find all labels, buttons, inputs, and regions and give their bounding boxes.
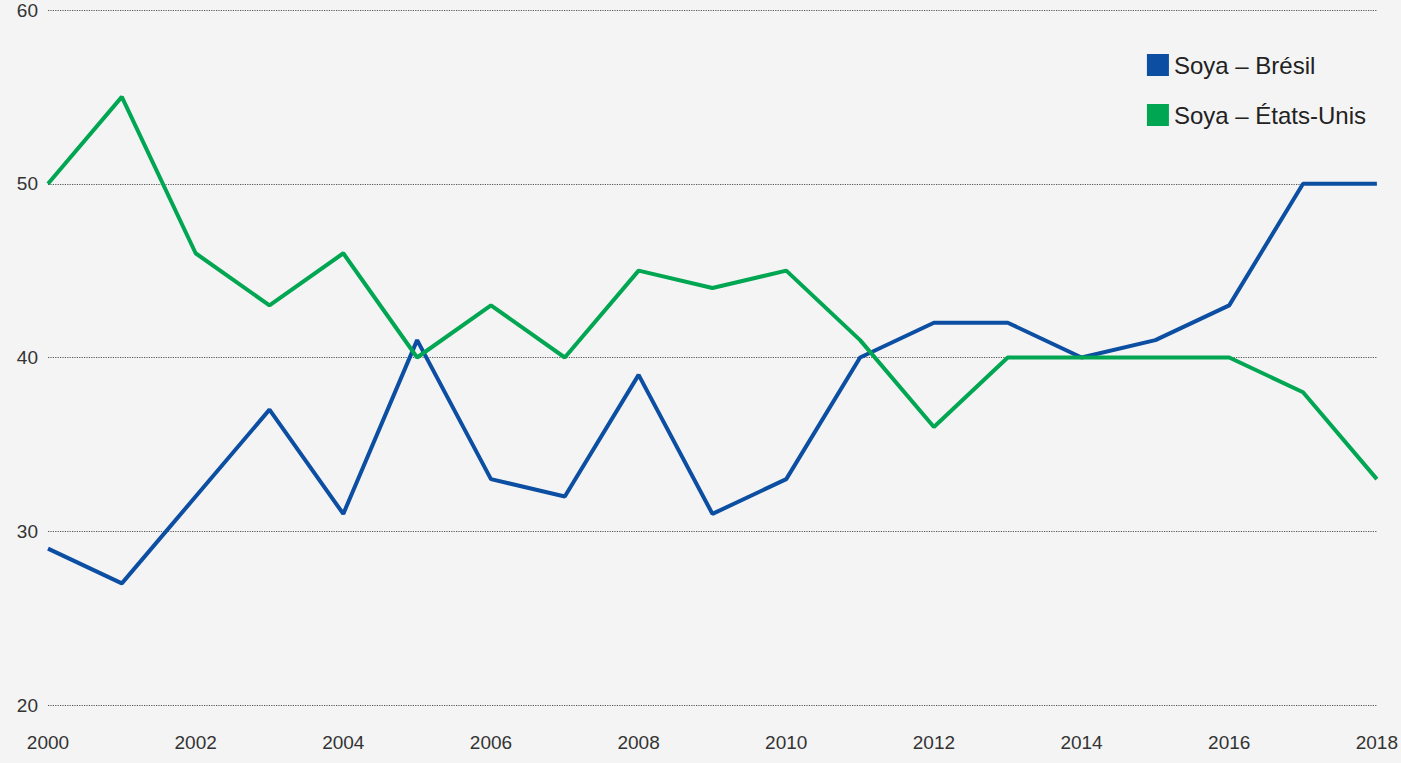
svg-text:20: 20 xyxy=(17,695,38,716)
svg-text:2000: 2000 xyxy=(27,732,69,753)
svg-text:30: 30 xyxy=(17,521,38,542)
svg-text:2010: 2010 xyxy=(765,732,807,753)
svg-text:2008: 2008 xyxy=(617,732,659,753)
svg-text:Soya – Brésil: Soya – Brésil xyxy=(1174,52,1315,79)
svg-text:2018: 2018 xyxy=(1356,732,1398,753)
svg-text:2014: 2014 xyxy=(1060,732,1103,753)
svg-text:2002: 2002 xyxy=(175,732,217,753)
svg-text:50: 50 xyxy=(17,173,38,194)
svg-text:2012: 2012 xyxy=(913,732,955,753)
svg-text:60: 60 xyxy=(17,0,38,21)
svg-text:Soya – États-Unis: Soya – États-Unis xyxy=(1174,102,1366,129)
svg-text:2004: 2004 xyxy=(322,732,365,753)
svg-text:2006: 2006 xyxy=(470,732,512,753)
svg-text:2016: 2016 xyxy=(1208,732,1250,753)
svg-text:40: 40 xyxy=(17,347,38,368)
